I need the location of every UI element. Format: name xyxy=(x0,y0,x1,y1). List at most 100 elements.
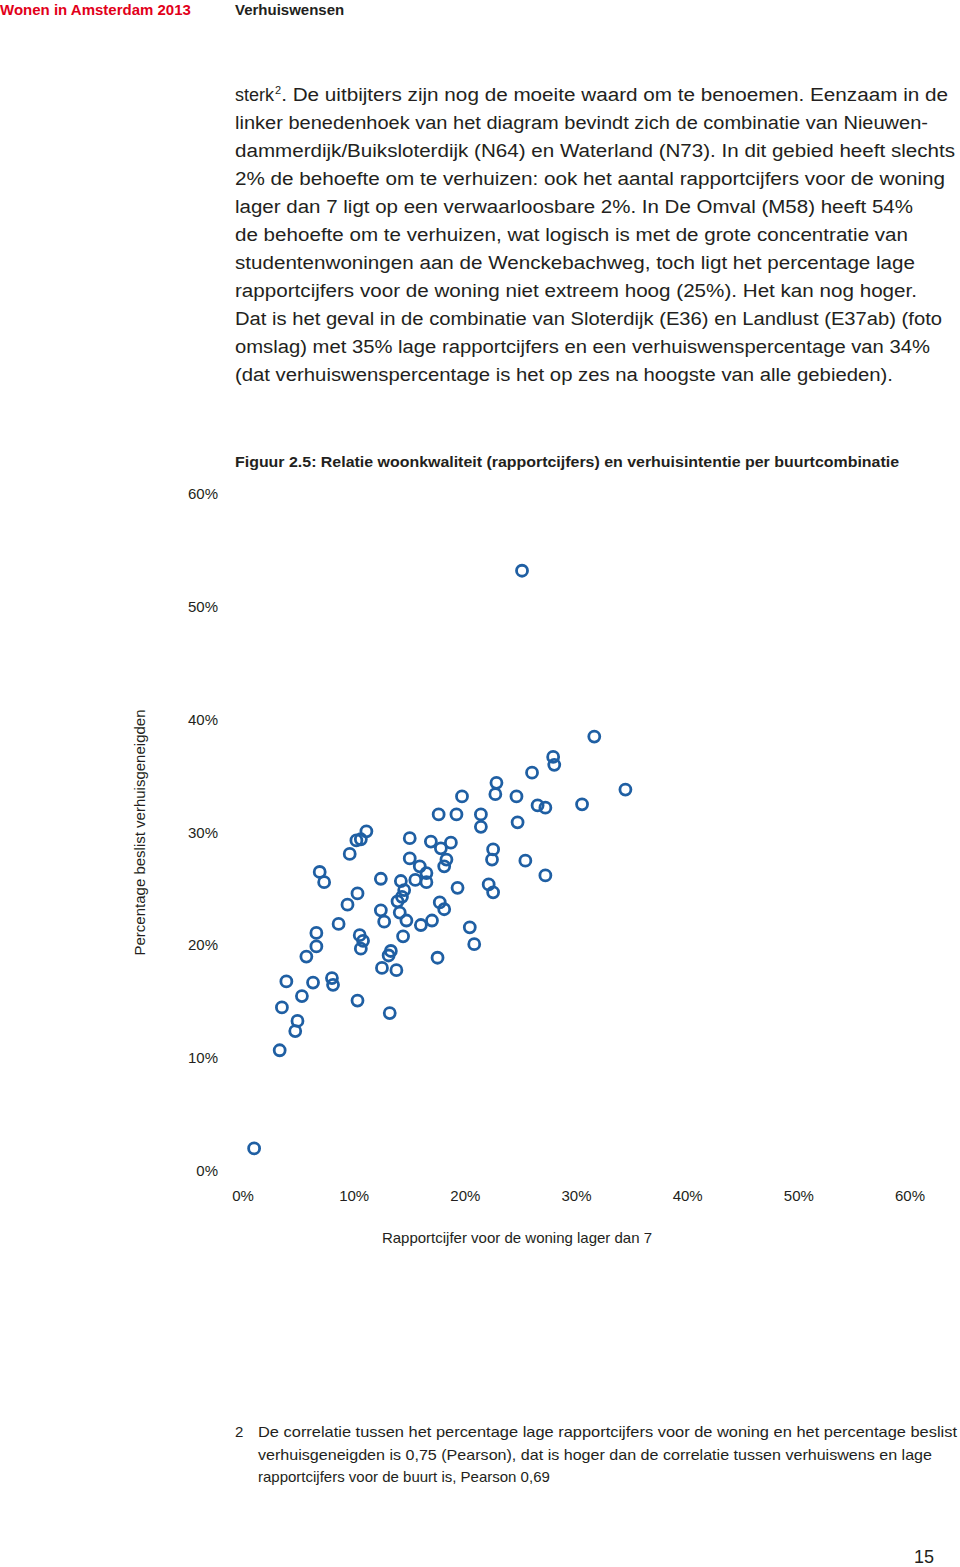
x-tick-label: 30% xyxy=(561,1187,591,1204)
scatter-point xyxy=(404,853,415,864)
scatter-point xyxy=(301,951,312,962)
scatter-point xyxy=(342,899,353,910)
paragraph-text: . De uitbijters zijn nog de moeite waard… xyxy=(281,85,948,105)
scatter-point xyxy=(281,976,292,987)
scatter-point xyxy=(276,1002,287,1013)
footnote-text: verhuisgeneigden is 0,75 (Pearson), dat … xyxy=(258,1446,932,1463)
scatter-point xyxy=(296,991,307,1002)
paragraph-text: dammerdijk/Buiksloterdijk (N64) en Water… xyxy=(235,141,955,161)
y-tick-label: 30% xyxy=(188,824,218,841)
x-tick-label: 40% xyxy=(673,1187,703,1204)
scatter-point xyxy=(432,952,443,963)
scatter-point xyxy=(328,979,339,990)
scatter-point xyxy=(488,887,499,898)
scatter-point xyxy=(549,759,560,770)
scatter-point xyxy=(410,874,421,885)
scatter-point xyxy=(311,941,322,952)
scatter-point xyxy=(290,1026,301,1037)
scatter-point xyxy=(475,809,486,820)
scatter-point xyxy=(308,977,319,988)
scatter-point xyxy=(391,965,402,976)
scatter-point xyxy=(421,877,432,888)
paragraph-text: studentenwoningen aan de Wenckebachweg, … xyxy=(235,253,915,273)
scatter-point xyxy=(344,848,355,859)
y-tick-label: 20% xyxy=(188,936,218,953)
header-publication: Wonen in Amsterdam 2013 xyxy=(0,1,191,18)
scatter-point xyxy=(487,854,498,865)
page-number: 15 xyxy=(914,1547,934,1567)
paragraph-text: sterk xyxy=(235,85,275,105)
scatter-point xyxy=(375,905,386,916)
x-tick-label: 50% xyxy=(784,1187,814,1204)
footnote-text: rapportcijfers voor de buurt is, Pearson… xyxy=(258,1468,550,1485)
scatter-point xyxy=(414,861,425,872)
x-tick-label: 20% xyxy=(450,1187,480,1204)
scatter-point xyxy=(274,1045,285,1056)
y-tick-label: 10% xyxy=(188,1049,218,1066)
scatter-point xyxy=(464,922,475,933)
footnote-number: 2 xyxy=(235,1423,243,1440)
x-tick-label: 0% xyxy=(232,1187,254,1204)
scatter-point xyxy=(589,731,600,742)
y-tick-label: 40% xyxy=(188,711,218,728)
chart-title: Figuur 2.5: Relatie woonkwaliteit (rappo… xyxy=(235,453,899,470)
scatter-point xyxy=(520,855,531,866)
scatter-point xyxy=(540,870,551,881)
scatter-point xyxy=(333,918,344,929)
scatter-point xyxy=(398,931,409,942)
scatter-point xyxy=(352,995,363,1006)
paragraph-text: de behoefte om te verhuizen, wat logisch… xyxy=(235,225,908,245)
scatter-point xyxy=(355,943,366,954)
scatter-point xyxy=(376,962,387,973)
paragraph-text: 2% de behoefte om te verhuizen: ook het … xyxy=(235,169,945,189)
scatter-point xyxy=(456,791,467,802)
scatter-point xyxy=(577,799,588,810)
scatter-point xyxy=(452,882,463,893)
paragraph-text: (dat verhuiswenspercentage is het op zes… xyxy=(235,365,893,385)
page: Wonen in Amsterdam 2013 Verhuiswensen ster… xyxy=(0,0,960,1567)
paragraph-text: Dat is het geval in de combinatie van Sl… xyxy=(235,309,942,329)
y-tick-label: 50% xyxy=(188,598,218,615)
footnote-text: De correlatie tussen het percentage lage… xyxy=(258,1423,958,1440)
x-tick-label: 10% xyxy=(339,1187,369,1204)
scatter-point xyxy=(491,777,502,788)
scatter-point xyxy=(404,833,415,844)
paragraph-text: rapportcijfers voor de woning niet extre… xyxy=(235,281,917,301)
scatter-point xyxy=(352,888,363,899)
y-tick-label: 60% xyxy=(188,485,218,502)
paragraph-text: linker benedenhoek van het diagram bevin… xyxy=(235,113,928,133)
x-axis-title: Rapportcijfer voor de woning lager dan 7 xyxy=(382,1229,652,1246)
scatter-point xyxy=(384,1008,395,1019)
scatter-point xyxy=(319,877,330,888)
paragraph-text: lager dan 7 ligt op een verwaarloosbare … xyxy=(235,197,913,217)
scatter-point xyxy=(249,1143,260,1154)
x-tick-label: 60% xyxy=(895,1187,925,1204)
scatter-point xyxy=(490,789,501,800)
scatter-point xyxy=(435,843,446,854)
y-tick-label: 0% xyxy=(196,1162,218,1179)
scatter-point xyxy=(511,791,522,802)
scatter-point xyxy=(439,904,450,915)
scatter-point xyxy=(512,817,523,828)
scatter-point xyxy=(517,565,528,576)
scatter-point xyxy=(475,821,486,832)
scatter-point xyxy=(383,950,394,961)
scatter-point xyxy=(469,939,480,950)
scatter-point xyxy=(401,915,412,926)
y-axis-title: Percentage beslist verhuisgeneigden xyxy=(131,710,148,956)
paragraph-text: omslag) met 35% lage rapportcijfers en e… xyxy=(235,337,930,357)
scatter-point xyxy=(379,916,390,927)
header-section: Verhuiswensen xyxy=(235,1,344,18)
scatter-point xyxy=(355,834,366,845)
scatter-point xyxy=(439,861,450,872)
scatter-point xyxy=(311,927,322,938)
scatter-point xyxy=(375,873,386,884)
scatter-point xyxy=(415,920,426,931)
scatter-point xyxy=(433,809,444,820)
scatter-point xyxy=(540,802,551,813)
scatter-point xyxy=(426,915,437,926)
scatter-point xyxy=(451,809,462,820)
scatter-point xyxy=(527,767,538,778)
plot-area xyxy=(249,565,631,1154)
scatter-point xyxy=(392,896,403,907)
